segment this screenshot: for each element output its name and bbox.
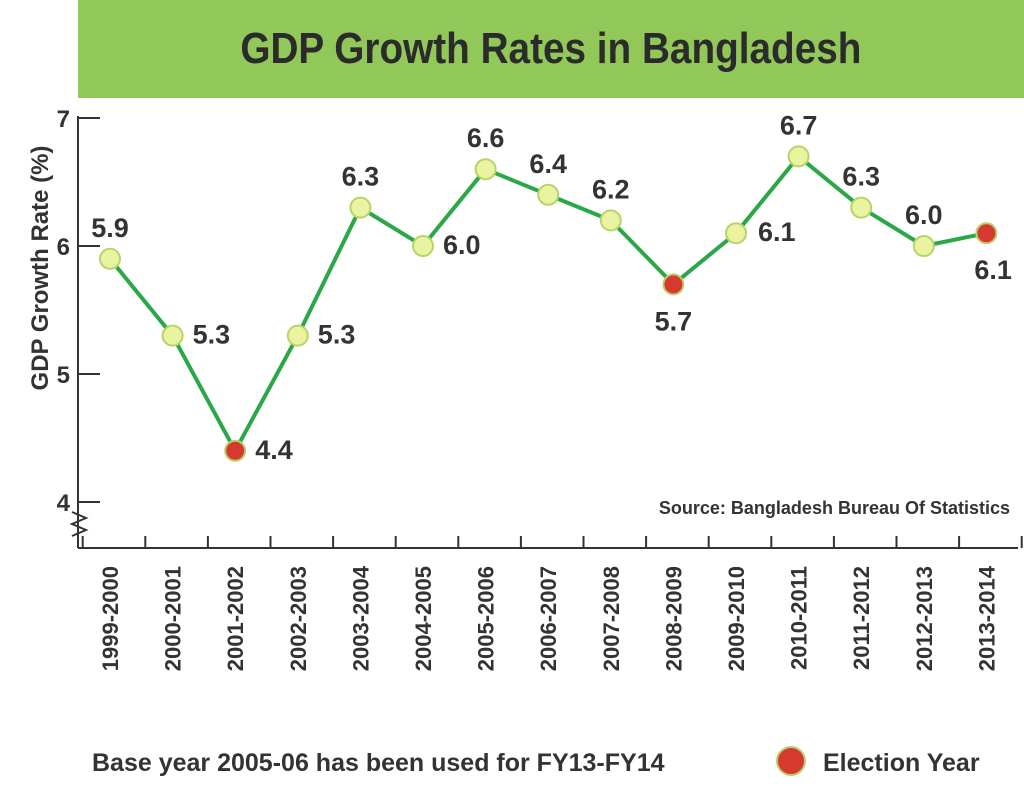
data-value-label: 4.4 xyxy=(255,435,293,465)
data-point xyxy=(599,209,622,232)
election-data-point xyxy=(224,439,247,462)
legend-election-label: Election Year xyxy=(823,749,980,777)
data-value-label: 6.1 xyxy=(974,255,1012,285)
x-category-label: 2002-2003 xyxy=(286,566,311,671)
axis-break-mark xyxy=(69,511,89,537)
x-category-label: 2003-2004 xyxy=(348,565,373,671)
data-point xyxy=(474,158,497,181)
data-value-label: 5.7 xyxy=(655,306,693,336)
election-data-point xyxy=(662,273,685,296)
data-value-label: 6.4 xyxy=(529,149,567,179)
y-tick-label-7: 7 xyxy=(57,106,70,133)
x-category-label: 1999-2000 xyxy=(98,566,123,671)
y-tick-label-5: 5 xyxy=(57,362,70,389)
y-axis-label: GDP Growth Rate (%) xyxy=(27,146,54,391)
x-category-label: 2013-2014 xyxy=(974,565,999,671)
data-value-label: 6.2 xyxy=(592,174,630,204)
data-point xyxy=(161,324,184,347)
data-value-label: 6.1 xyxy=(758,217,796,247)
data-point xyxy=(850,196,873,219)
x-category-label: 2001-2002 xyxy=(223,566,248,671)
footnote: Base year 2005-06 has been used for FY13… xyxy=(92,749,665,777)
data-point xyxy=(412,235,434,257)
data-points-layer xyxy=(99,145,998,462)
x-category-label: 2008-2009 xyxy=(661,566,686,671)
legend-election-marker xyxy=(776,746,806,776)
x-category-label: 2009-2010 xyxy=(724,566,749,671)
data-point xyxy=(725,222,747,245)
data-point xyxy=(99,247,121,270)
x-category-label: 2005-2006 xyxy=(474,566,499,671)
x-category-label: 2000-2001 xyxy=(161,566,186,671)
data-value-label: 5.9 xyxy=(91,213,129,243)
data-point xyxy=(912,235,935,257)
data-value-label: 6.0 xyxy=(905,200,943,230)
x-category-label: 2007-2008 xyxy=(599,566,624,671)
source-note: Source: Bangladesh Bureau Of Statistics xyxy=(659,498,1010,518)
labels-layer: 5.9 5.3 4.4 5.3 6.3 6.0 6.6 6.4 6.2 5.7 6.1 6.7 6.3 6… xyxy=(91,110,1012,464)
title-banner: GDP Growth Rates in Bangladesh xyxy=(78,0,1024,98)
data-value-label: 6.3 xyxy=(842,162,880,192)
x-category-label: 2010-2011 xyxy=(787,566,812,670)
data-value-label: 6.7 xyxy=(780,110,818,140)
x-category-label: 2006-2007 xyxy=(536,566,561,671)
data-value-label: 6.3 xyxy=(342,162,380,192)
data-value-label: 6.0 xyxy=(443,230,481,260)
x-category-label: 2012-2013 xyxy=(912,566,937,671)
y-tick-label-6: 6 xyxy=(57,234,70,261)
data-value-label: 6.6 xyxy=(467,123,505,153)
data-point xyxy=(787,145,810,168)
x-category-label: 2011-2012 xyxy=(849,566,874,670)
chart-axes: 4 5 6 7 1999-2000 2000-2001 2001-2002 2002-2003… xyxy=(57,106,1023,671)
data-point xyxy=(286,324,309,347)
data-value-label: 5.3 xyxy=(193,320,231,350)
y-tick-label-4: 4 xyxy=(57,490,71,517)
election-data-point xyxy=(975,222,998,245)
data-value-label: 5.3 xyxy=(318,320,356,350)
data-point xyxy=(349,196,372,219)
x-category-label: 2004-2005 xyxy=(411,566,436,671)
chart-title: GDP Growth Rates in Bangladesh xyxy=(240,24,862,73)
data-point xyxy=(537,183,560,206)
